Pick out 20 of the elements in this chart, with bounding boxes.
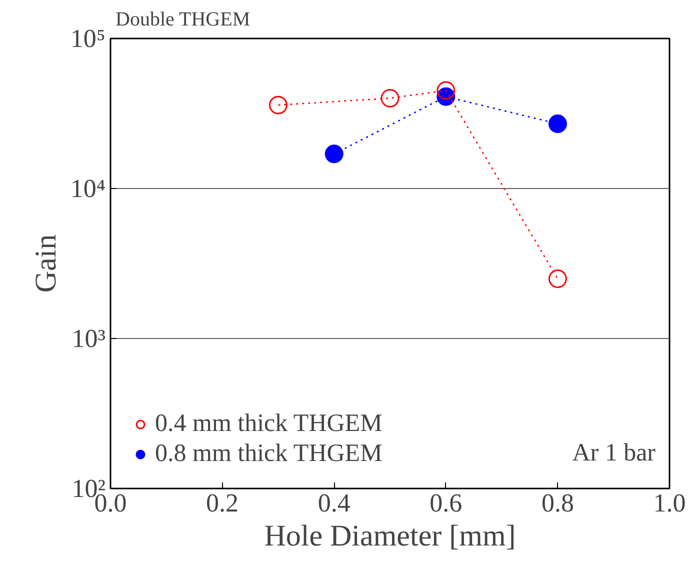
point	[436, 81, 456, 100]
y-axis-title: Gain	[29, 234, 62, 293]
y-tick-label: 10⁵	[70, 24, 106, 53]
legend-label: 0.8 mm thick THGEM	[155, 440, 382, 468]
y-tick-label: 10⁴	[70, 174, 106, 203]
x-tick-label: 0.8	[541, 488, 574, 518]
point	[268, 96, 288, 114]
text: Double THGEM	[116, 8, 250, 30]
x-tick-label: 1.0	[653, 488, 686, 518]
point	[548, 270, 567, 288]
x-tick-label: 0.4	[318, 488, 350, 518]
point	[548, 114, 567, 134]
x-axis-title: Hole Diameter [mm]	[264, 520, 516, 552]
x-tick-label: 0.6	[430, 488, 462, 518]
y-tick-label: 10³	[72, 324, 106, 353]
annotation: Ar 1 bar	[572, 440, 656, 466]
point	[380, 88, 400, 108]
point	[324, 144, 344, 164]
x-tick-label: 0.2	[206, 488, 239, 518]
legend-label: 0.4 mm thick THGEM	[155, 410, 382, 438]
